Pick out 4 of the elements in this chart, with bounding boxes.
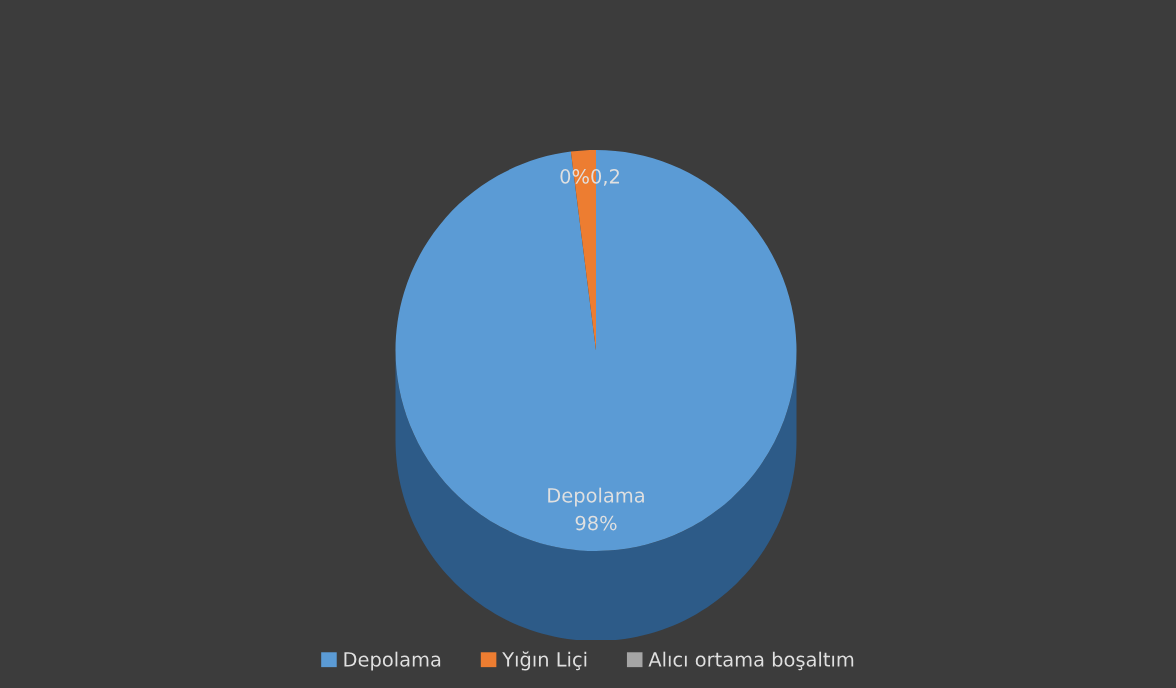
legend-label: Depolama [344, 651, 441, 671]
legend-label: Yığın Liçi [502, 651, 587, 671]
legend-label: Alıcı ortama boşaltım [648, 651, 854, 671]
data-label: Depolama 98% [548, 487, 644, 531]
